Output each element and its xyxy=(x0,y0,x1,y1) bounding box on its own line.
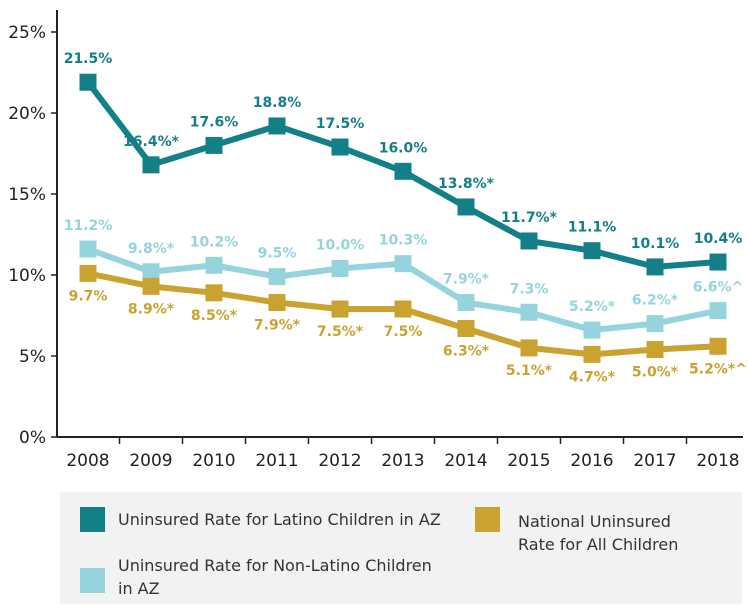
data-label: 5.0%* xyxy=(632,365,679,381)
data-point xyxy=(394,162,412,180)
legend: Uninsured Rate for Latino Children in AZ… xyxy=(60,492,742,604)
data-label: 7.3% xyxy=(510,281,549,297)
data-label: 7.5%* xyxy=(317,324,364,340)
y-tick-label: 10% xyxy=(8,266,46,286)
data-point xyxy=(79,240,97,258)
data-label: 7.5% xyxy=(384,324,423,340)
x-tick-label: 2017 xyxy=(633,451,676,471)
data-label: 5.2%*^ xyxy=(689,361,747,377)
data-point xyxy=(520,339,538,357)
x-tick-label: 2015 xyxy=(507,451,550,471)
y-tick-label: 0% xyxy=(19,428,46,448)
data-label: 13.8%* xyxy=(438,176,495,192)
x-tick-label: 2018 xyxy=(696,451,739,471)
data-label: 7.9%* xyxy=(443,272,490,288)
series-layer xyxy=(79,73,727,363)
data-point xyxy=(583,345,601,363)
data-label: 11.2% xyxy=(64,218,113,234)
data-point xyxy=(457,198,475,216)
data-point xyxy=(268,294,286,312)
data-point xyxy=(646,258,664,276)
data-label: 16.4%* xyxy=(123,134,180,150)
data-point xyxy=(142,277,160,295)
y-tick-label: 20% xyxy=(8,104,46,124)
data-label: 10.4% xyxy=(694,231,743,247)
x-tick-label: 2010 xyxy=(192,451,235,471)
x-tick-label: 2016 xyxy=(570,451,613,471)
data-label: 18.8% xyxy=(253,95,302,111)
data-point xyxy=(709,253,727,271)
y-tick-label: 25% xyxy=(8,23,46,43)
data-point xyxy=(205,136,223,154)
data-label: 9.5% xyxy=(258,246,297,262)
legend-text-national-2: Rate for All Children xyxy=(518,535,679,554)
data-label: 5.1%* xyxy=(506,363,553,379)
data-point xyxy=(457,294,475,312)
x-tick-label: 2014 xyxy=(444,451,487,471)
legend-text-latino: Uninsured Rate for Latino Children in AZ xyxy=(118,510,441,529)
data-point xyxy=(457,319,475,337)
legend-label-non-latino: Uninsured Rate for Non-Latino Children i… xyxy=(118,554,432,600)
data-point xyxy=(394,300,412,318)
data-point xyxy=(268,268,286,286)
data-label: 5.2%* xyxy=(569,299,616,315)
legend-swatch-national xyxy=(475,507,500,532)
data-point xyxy=(709,337,727,355)
data-point xyxy=(205,256,223,274)
data-label: 10.3% xyxy=(379,233,428,249)
data-label: 9.7% xyxy=(69,288,108,304)
legend-swatch-latino xyxy=(80,507,105,532)
legend-text-non-latino-1: Uninsured Rate for Non-Latino Children xyxy=(118,556,432,575)
y-tick-label: 5% xyxy=(19,347,46,367)
axes: 0% 5% 10% 15% 20% 25% 2008 2009 2010 2011 2012 2013… xyxy=(8,10,743,471)
y-tick-label: 15% xyxy=(8,185,46,205)
data-point xyxy=(583,242,601,260)
data-point xyxy=(583,321,601,339)
data-label: 11.1% xyxy=(568,220,617,236)
data-label: 10.0% xyxy=(316,238,365,254)
data-label: 11.7%* xyxy=(501,210,558,226)
data-point xyxy=(646,315,664,333)
data-point xyxy=(394,255,412,273)
data-point xyxy=(268,117,286,135)
data-label: 8.9%* xyxy=(128,301,175,317)
data-point xyxy=(142,156,160,174)
data-point xyxy=(646,341,664,359)
data-point xyxy=(79,73,97,91)
x-tick-label: 2011 xyxy=(255,451,298,471)
legend-text-non-latino-2: in AZ xyxy=(118,579,160,598)
x-tick-label: 2013 xyxy=(381,451,424,471)
data-label: 10.1% xyxy=(631,236,680,252)
legend-text-national-1: National Uninsured xyxy=(518,512,671,531)
data-point xyxy=(79,264,97,282)
x-tick-label: 2008 xyxy=(66,451,109,471)
x-tick-label: 2009 xyxy=(129,451,172,471)
data-point xyxy=(205,284,223,302)
data-label: 6.2%* xyxy=(632,293,679,309)
x-tick-label: 2012 xyxy=(318,451,361,471)
line-chart: 0% 5% 10% 15% 20% 25% 2008 2009 2010 2011 2012 2013… xyxy=(8,10,747,471)
data-label: 6.6%^ xyxy=(693,280,744,296)
data-label: 10.2% xyxy=(190,234,239,250)
data-point xyxy=(520,303,538,321)
data-label: 6.3%* xyxy=(443,343,490,359)
data-point xyxy=(331,138,349,156)
data-label: 4.7%* xyxy=(569,369,616,385)
data-point xyxy=(520,232,538,250)
data-label: 17.5% xyxy=(316,116,365,132)
data-label: 17.6% xyxy=(190,114,239,130)
legend-label-national: National Uninsured Rate for All Children xyxy=(518,510,678,556)
data-point xyxy=(709,302,727,320)
legend-label-latino: Uninsured Rate for Latino Children in AZ xyxy=(118,508,441,531)
data-label: 21.5% xyxy=(64,51,113,67)
data-label: 9.8%* xyxy=(128,241,175,257)
data-point xyxy=(331,300,349,318)
data-labels: 21.5% 16.4%* 17.6% 18.8% 17.5% 16.0% 13.8%* 11.… xyxy=(64,51,747,385)
data-point xyxy=(331,260,349,278)
data-label: 7.9%* xyxy=(254,318,301,334)
data-point xyxy=(142,263,160,281)
data-label: 8.5%* xyxy=(191,308,238,324)
legend-swatch-non-latino xyxy=(80,568,105,593)
data-label: 16.0% xyxy=(379,140,428,156)
